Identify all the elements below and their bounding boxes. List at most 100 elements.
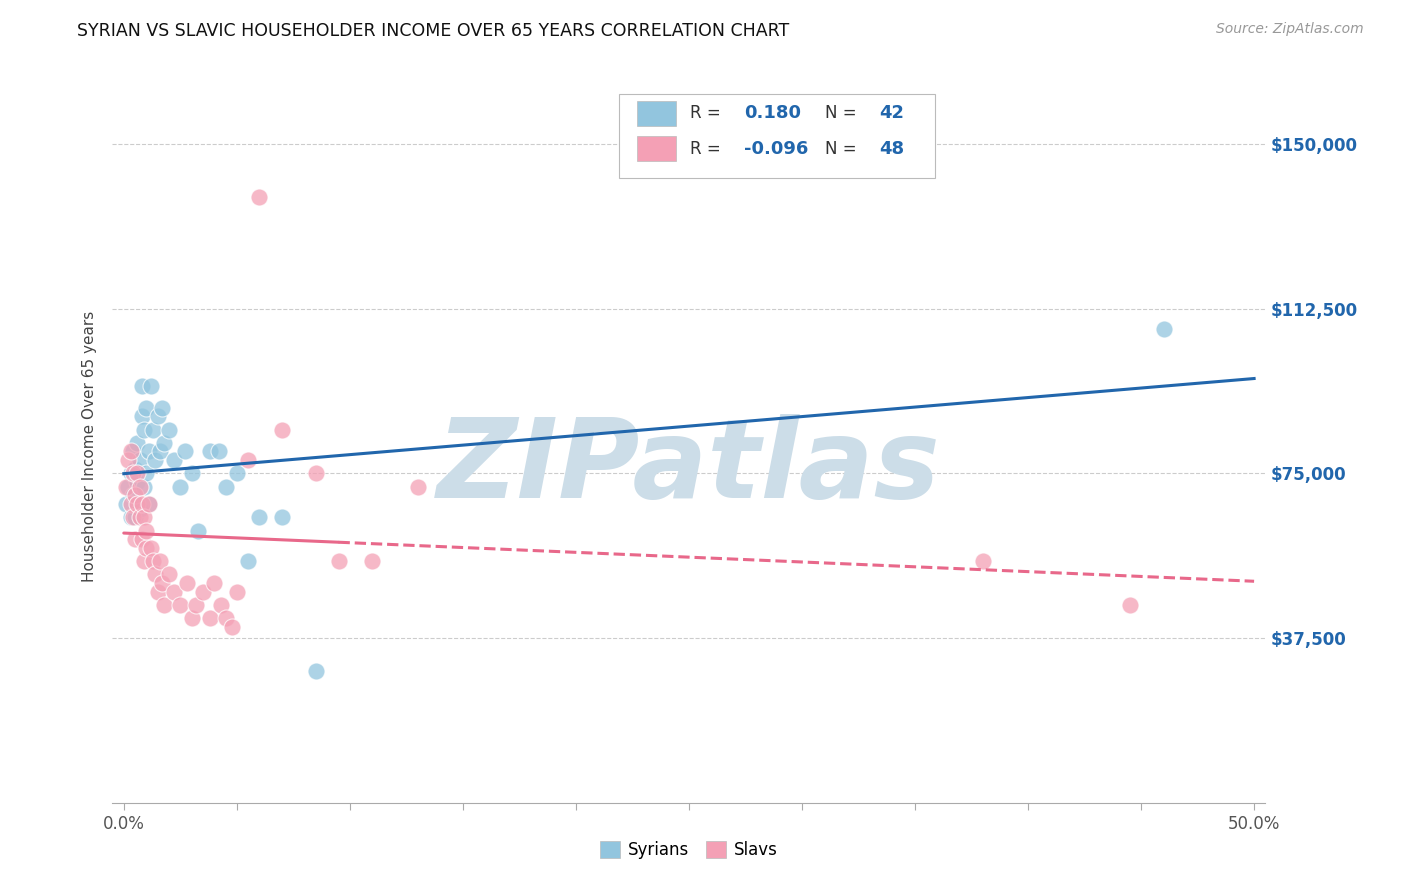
Point [249, 510, 271, 524]
Point [128, 480, 150, 494]
Point [127, 467, 149, 481]
Text: 42: 42 [879, 104, 904, 122]
Point [142, 423, 165, 437]
Text: N =: N = [825, 140, 856, 158]
Point [134, 423, 156, 437]
Point [184, 598, 207, 612]
Point [271, 510, 294, 524]
Point [149, 554, 172, 568]
Point [124, 488, 146, 502]
Point [361, 554, 384, 568]
Point [135, 467, 157, 481]
Point [198, 444, 221, 458]
Point [1119, 598, 1142, 612]
Point [128, 501, 150, 516]
Point [202, 576, 225, 591]
Point [121, 444, 143, 458]
Text: ZIPatlas: ZIPatlas [437, 414, 941, 521]
Point [180, 611, 202, 625]
Point [131, 497, 153, 511]
Point [169, 480, 191, 494]
Point [120, 467, 142, 481]
Text: 48: 48 [879, 140, 904, 158]
Point [135, 401, 157, 415]
Text: -0.096: -0.096 [744, 140, 808, 158]
Point [271, 423, 294, 437]
Point [135, 524, 157, 538]
Point [162, 585, 184, 599]
Point [131, 533, 153, 547]
Point [127, 475, 149, 490]
Text: R =: R = [690, 104, 721, 122]
Point [115, 497, 138, 511]
Text: R =: R = [690, 140, 721, 158]
Point [115, 480, 138, 494]
Point [180, 467, 202, 481]
Point [139, 541, 162, 555]
Point [169, 598, 191, 612]
Point [127, 497, 149, 511]
Point [209, 598, 232, 612]
Point [972, 554, 994, 568]
Point [150, 401, 173, 415]
Point [138, 444, 160, 458]
Point [150, 576, 173, 591]
Point [138, 497, 160, 511]
Text: N =: N = [825, 104, 856, 122]
Point [198, 611, 221, 625]
Point [208, 444, 231, 458]
Point [173, 444, 195, 458]
Point [120, 510, 142, 524]
Point [406, 480, 429, 494]
Point [127, 435, 149, 450]
Point [124, 533, 146, 547]
Point [153, 435, 176, 450]
Point [305, 664, 328, 678]
Point [221, 620, 243, 634]
Point [134, 554, 156, 568]
Point [157, 567, 180, 582]
Text: SYRIAN VS SLAVIC HOUSEHOLDER INCOME OVER 65 YEARS CORRELATION CHART: SYRIAN VS SLAVIC HOUSEHOLDER INCOME OVER… [77, 22, 790, 40]
Point [142, 554, 165, 568]
Point [120, 497, 142, 511]
Point [162, 453, 184, 467]
Point [145, 567, 167, 582]
Point [187, 524, 209, 538]
Point [149, 444, 172, 458]
Legend: Syrians, Slavs: Syrians, Slavs [593, 834, 785, 866]
Point [139, 378, 162, 392]
Point [153, 598, 176, 612]
Point [124, 510, 146, 524]
Point [117, 480, 139, 494]
Point [157, 423, 180, 437]
Point [214, 611, 236, 625]
Point [131, 378, 153, 392]
Point [117, 453, 139, 467]
Point [134, 480, 156, 494]
Point [236, 554, 259, 568]
Point [225, 585, 247, 599]
Y-axis label: Householder Income Over 65 years: Householder Income Over 65 years [82, 310, 97, 582]
Point [134, 510, 156, 524]
Point [128, 510, 150, 524]
Point [138, 497, 160, 511]
Point [146, 409, 169, 424]
Point [120, 444, 142, 458]
Point [121, 510, 143, 524]
Point [236, 453, 259, 467]
Point [131, 409, 153, 424]
Point [128, 453, 150, 467]
Point [121, 488, 143, 502]
Point [135, 541, 157, 555]
Point [124, 462, 146, 476]
Point [249, 190, 271, 204]
Point [191, 585, 214, 599]
Point [305, 467, 328, 481]
Point [146, 585, 169, 599]
Point [145, 453, 167, 467]
Text: 0.180: 0.180 [744, 104, 801, 122]
Point [225, 467, 247, 481]
Point [176, 576, 198, 591]
Point [328, 554, 350, 568]
Text: Source: ZipAtlas.com: Source: ZipAtlas.com [1216, 22, 1364, 37]
